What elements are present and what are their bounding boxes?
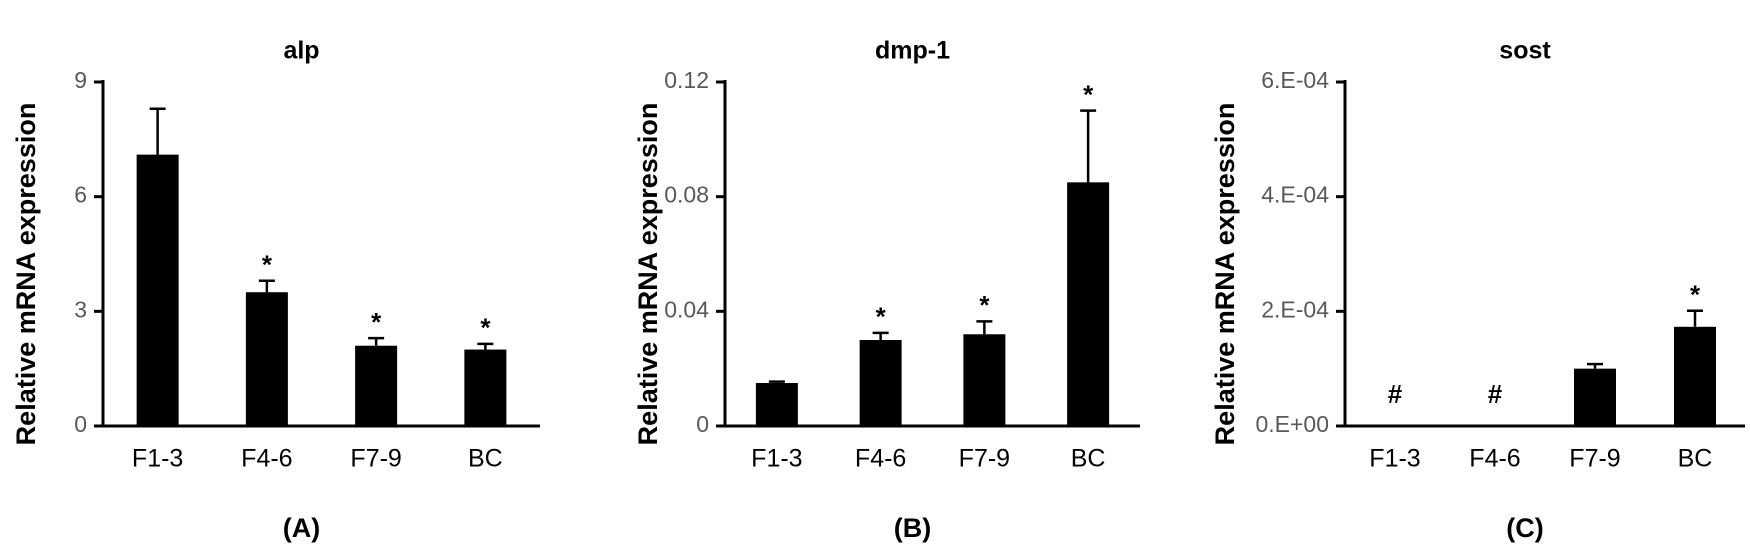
x-tick-label: F7-9 <box>959 445 1010 473</box>
bar <box>963 334 1006 426</box>
y-tick-label: 9 <box>74 67 87 93</box>
significance-mark: # <box>1488 379 1503 409</box>
bar <box>464 349 507 426</box>
x-tick-label: F4-6 <box>855 445 906 473</box>
panel-title: alp <box>283 37 319 65</box>
y-axis-label: Relative mRNA expression <box>633 103 663 446</box>
x-tick-label: F1-3 <box>751 445 802 473</box>
panel-label: (B) <box>894 513 931 543</box>
y-tick-label: 4.E-04 <box>1261 182 1329 208</box>
significance-mark: * <box>371 307 382 337</box>
significance-mark: * <box>262 250 273 280</box>
significance-mark: # <box>1388 379 1403 409</box>
y-tick-label: 0.12 <box>664 67 709 93</box>
bar <box>355 345 398 426</box>
y-tick-label: 0.08 <box>664 182 709 208</box>
bar <box>245 292 288 426</box>
x-tick-label: F1-3 <box>132 445 183 473</box>
y-tick-label: 6.E-04 <box>1261 67 1329 93</box>
panel-title: sost <box>1499 37 1551 65</box>
significance-mark: * <box>876 302 887 332</box>
x-tick-label: BC <box>468 445 503 473</box>
bar <box>136 154 179 426</box>
x-tick-label: F4-6 <box>241 445 292 473</box>
bar <box>755 383 798 426</box>
bar <box>859 340 902 426</box>
y-tick-label: 6 <box>74 182 87 208</box>
y-axis-label: Relative mRNA expression <box>11 103 41 446</box>
panel-label: (C) <box>1506 513 1543 543</box>
x-tick-label: F7-9 <box>350 445 401 473</box>
y-tick-label: 0.04 <box>664 296 709 322</box>
bar <box>1674 326 1716 426</box>
bar <box>1067 182 1110 426</box>
panel-title: dmp-1 <box>875 37 950 65</box>
x-tick-label: F1-3 <box>1369 445 1420 473</box>
significance-mark: * <box>1690 280 1701 310</box>
x-tick-label: F7-9 <box>1569 445 1620 473</box>
y-tick-label: 0.E+00 <box>1255 411 1329 437</box>
significance-mark: * <box>979 290 990 320</box>
bar <box>1574 368 1616 426</box>
y-axis-label: Relative mRNA expression <box>1210 103 1240 446</box>
y-tick-label: 0 <box>74 411 87 437</box>
x-tick-label: F4-6 <box>1469 445 1520 473</box>
y-tick-label: 3 <box>74 296 87 322</box>
significance-mark: * <box>1083 80 1094 110</box>
y-tick-label: 0 <box>696 411 709 437</box>
x-tick-label: BC <box>1678 445 1713 473</box>
significance-mark: * <box>480 313 491 343</box>
y-tick-label: 2.E-04 <box>1261 296 1329 322</box>
x-tick-label: BC <box>1071 445 1106 473</box>
panel-label: (A) <box>283 513 320 543</box>
